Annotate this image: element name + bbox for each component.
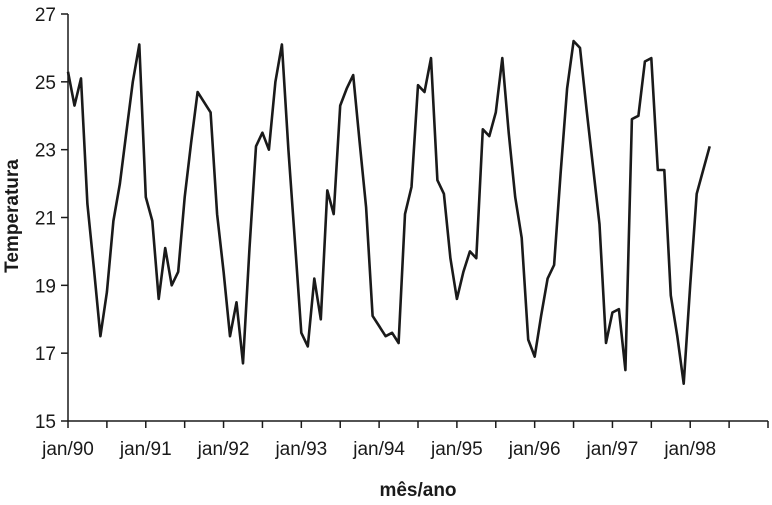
y-axis: 15 17 19 21 23 25 27 — [35, 5, 69, 433]
y-tick-label: 25 — [35, 73, 56, 94]
x-axis: jan/90 jan/91 jan/92 jan/93 jan/94 jan/95 jan/… — [41, 420, 769, 460]
x-tick-label: jan/91 — [119, 439, 172, 460]
y-tick-label: 27 — [35, 5, 56, 26]
y-tick-label: 21 — [35, 209, 56, 230]
x-tick-label: jan/94 — [352, 439, 405, 460]
x-tick-label: jan/92 — [197, 439, 250, 460]
x-tick-label: jan/95 — [430, 439, 483, 460]
x-axis-title: mês/ano — [379, 480, 456, 501]
series-group — [66, 39, 711, 386]
y-tick-label: 23 — [35, 141, 56, 162]
y-axis-title: Temperatura — [2, 159, 23, 273]
x-tick-label: jan/96 — [508, 439, 561, 460]
x-tick-label: jan/98 — [663, 439, 716, 460]
x-tick-label: jan/97 — [586, 439, 639, 460]
x-tick-label: jan/93 — [274, 439, 327, 460]
x-tick-label: jan/90 — [41, 439, 94, 460]
y-tick-label: 15 — [35, 412, 56, 433]
y-tick-label: 19 — [35, 276, 56, 297]
y-tick-label: 17 — [35, 344, 56, 365]
series-line — [66, 39, 711, 386]
